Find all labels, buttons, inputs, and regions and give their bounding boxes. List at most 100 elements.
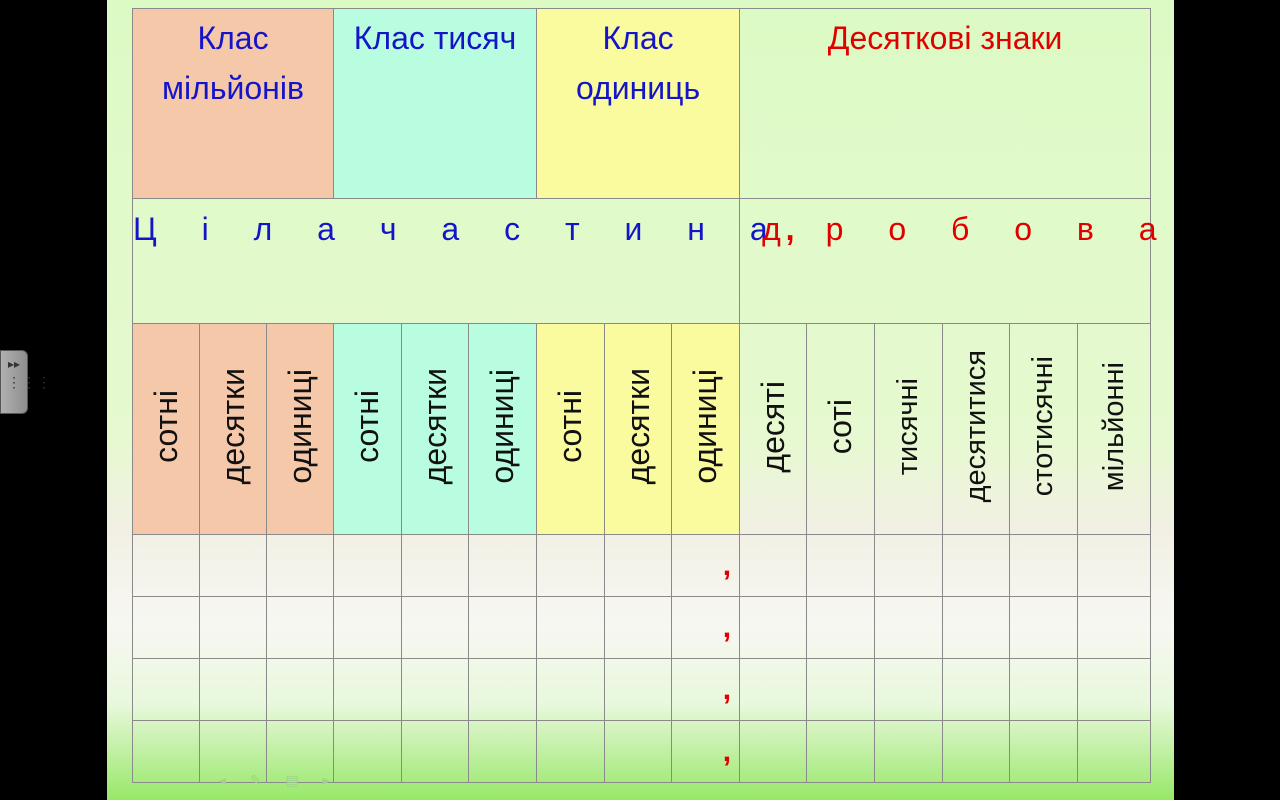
digit-cell[interactable] (739, 658, 808, 721)
place-name: мільйонні (1097, 361, 1130, 492)
digit-cell[interactable]: , (671, 658, 741, 721)
place-name-cell: мільйонні (1077, 323, 1152, 535)
place-name: десятки (416, 368, 453, 485)
place-name-cell: одиниці (265, 323, 335, 535)
digit-cell[interactable] (806, 720, 876, 783)
digit-cell[interactable] (1009, 534, 1079, 597)
digit-cell[interactable] (401, 534, 470, 597)
digit-cell[interactable] (132, 658, 200, 721)
row-comma: , (722, 672, 732, 706)
digit-cell[interactable] (604, 720, 673, 783)
digit-cell[interactable] (536, 720, 606, 783)
digit-cell[interactable] (942, 720, 1011, 783)
place-name-cell: стотисячні (1009, 323, 1079, 535)
place-name: сотні (349, 390, 386, 463)
digit-cell[interactable] (401, 658, 470, 721)
slide-canvas: Клас мільйонів Клас тисяч Клас одиниць Д… (107, 0, 1174, 800)
table-row: , (132, 534, 1152, 597)
digit-cell[interactable] (401, 596, 470, 659)
digit-cell[interactable] (1077, 596, 1152, 659)
digit-cell[interactable] (739, 720, 808, 783)
digit-cell[interactable] (468, 596, 538, 659)
digit-cell[interactable] (806, 534, 876, 597)
digit-cell[interactable] (265, 720, 335, 783)
place-value-table: Клас мільйонів Клас тисяч Клас одиниць Д… (131, 8, 1174, 783)
digit-cell[interactable] (333, 720, 403, 783)
digit-cell[interactable] (1009, 596, 1079, 659)
place-name: тисячні (892, 377, 925, 476)
digit-cell[interactable]: , (671, 720, 741, 783)
digit-cell[interactable] (132, 534, 200, 597)
place-name-cell: десяті (739, 323, 808, 535)
digit-cell[interactable]: , (671, 596, 741, 659)
digit-cell[interactable] (132, 720, 200, 783)
place-name: десятки (619, 368, 656, 485)
place-name: одиниці (281, 369, 318, 484)
digit-cell[interactable] (604, 534, 673, 597)
digit-cell[interactable] (265, 534, 335, 597)
fraction-part-cell: д р о б о в а (739, 198, 1174, 324)
place-name-cell: десятки (604, 323, 673, 535)
place-name-cell: сотні (132, 323, 200, 535)
table-row: , (132, 658, 1152, 721)
slide-nav-controls[interactable]: ◂ ✎ ▤ ▸ (219, 772, 340, 789)
digit-cell[interactable] (874, 720, 944, 783)
digit-cell[interactable] (199, 658, 267, 721)
class-units-header: Клас одиниць (536, 8, 741, 199)
digit-cell[interactable] (1077, 720, 1152, 783)
digit-cell[interactable] (132, 596, 200, 659)
digit-cell[interactable] (265, 658, 335, 721)
digit-cell[interactable] (536, 658, 606, 721)
place-name: одиниці (484, 369, 521, 484)
integer-part-cell: Ц і л а ч а с т и н а, (131, 198, 795, 324)
digit-cell[interactable] (468, 534, 538, 597)
place-name: стотисячні (1027, 356, 1060, 497)
digit-cell[interactable] (874, 534, 944, 597)
digit-cell[interactable] (536, 596, 606, 659)
place-names-row: сотні десятки одиниці сотні десятки один… (132, 323, 1152, 535)
digit-cell[interactable] (199, 534, 267, 597)
digit-cell[interactable] (199, 596, 267, 659)
digit-cell[interactable] (333, 658, 403, 721)
digit-cell[interactable] (806, 596, 876, 659)
place-name: сотні (552, 390, 589, 463)
side-panel-tab[interactable]: ▸▸ ⋮⋮⋮ (0, 350, 51, 414)
place-name-cell: десятитися (942, 323, 1011, 535)
digit-cell[interactable] (739, 596, 808, 659)
digit-cell[interactable] (942, 658, 1011, 721)
digit-cell[interactable] (942, 596, 1011, 659)
decimal-comma: , (785, 211, 813, 247)
digit-cell[interactable] (1077, 534, 1152, 597)
digit-cell[interactable] (1009, 658, 1079, 721)
digit-cell[interactable] (536, 534, 606, 597)
place-name: сотні (147, 390, 184, 463)
digit-cell[interactable] (333, 534, 403, 597)
digit-cell[interactable] (874, 596, 944, 659)
nav-glyphs[interactable]: ◂ ✎ ▤ ▸ (219, 772, 340, 788)
integer-part-label: Ц і л а ч а с т и н а (133, 211, 786, 247)
digit-cell[interactable] (1077, 658, 1152, 721)
place-name-cell: сотні (536, 323, 606, 535)
digit-cell[interactable] (333, 596, 403, 659)
digit-cell[interactable] (874, 658, 944, 721)
place-name-cell: соті (806, 323, 876, 535)
digit-cell[interactable] (806, 658, 876, 721)
digit-cell[interactable] (265, 596, 335, 659)
row-comma: , (722, 610, 732, 644)
digit-cell[interactable] (739, 534, 808, 597)
fraction-part-label: д р о б о в а (762, 211, 1174, 247)
place-name-cell: тисячні (874, 323, 944, 535)
digit-cell[interactable] (604, 596, 673, 659)
digit-cell[interactable] (401, 720, 470, 783)
digit-cell[interactable] (1009, 720, 1079, 783)
class-millions-header: Клас мільйонів (131, 8, 335, 199)
place-name: десятитися (959, 350, 992, 503)
digit-cell[interactable] (468, 658, 538, 721)
digit-cell[interactable] (942, 534, 1011, 597)
decimal-places-header: Десяткові знаки (739, 8, 1152, 199)
table-row: , (132, 596, 1152, 659)
digit-cell[interactable] (468, 720, 538, 783)
digit-cell[interactable]: , (671, 534, 741, 597)
digit-cell[interactable] (604, 658, 673, 721)
place-name-cell: десятки (401, 323, 470, 535)
